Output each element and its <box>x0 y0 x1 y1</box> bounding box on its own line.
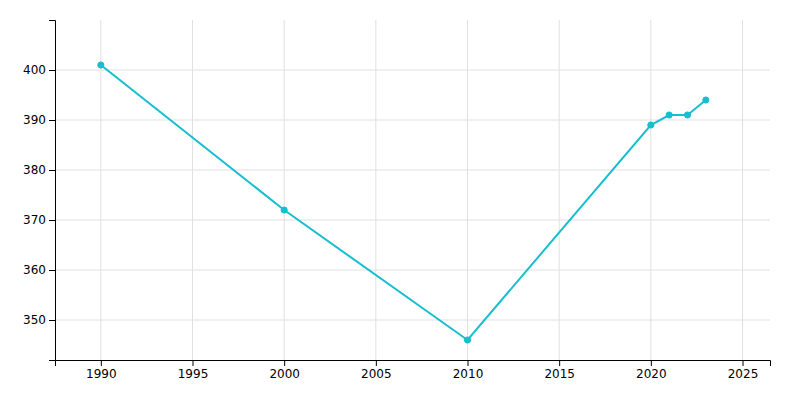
point <box>684 112 690 118</box>
x-tick-mark <box>376 360 377 366</box>
y-axis: 350 360 370 380 390 400 <box>23 21 55 361</box>
point <box>648 122 654 128</box>
x-grid-line <box>375 20 376 360</box>
x-tick: 1995 <box>178 360 209 381</box>
x-tick-label: 1990 <box>86 367 117 381</box>
line <box>101 65 706 340</box>
x-tick: 2025 <box>728 360 759 381</box>
y-tick: 350 <box>23 313 55 327</box>
x-grid-line <box>284 20 285 360</box>
point <box>703 97 709 103</box>
x-grid-line <box>100 20 101 360</box>
y-tick-label: 390 <box>23 113 46 127</box>
x-grid-line <box>559 20 560 360</box>
x-tick: 2005 <box>361 360 392 381</box>
y-tick: 360 <box>23 263 55 277</box>
y-tick-mark <box>49 270 55 271</box>
y-tick-mark <box>49 320 55 321</box>
marks <box>98 62 709 343</box>
x-tick-mark <box>284 360 285 366</box>
plot-area: 1990 1995 2000 2005 2010 2015 2020 2025 350 360 37… <box>23 20 770 381</box>
x-tick-label: 2000 <box>269 367 300 381</box>
y-tick: 400 <box>23 63 55 77</box>
x-tick: 1990 <box>86 360 117 381</box>
y-tick-label: 400 <box>23 63 46 77</box>
point <box>666 112 672 118</box>
chart: 1990 1995 2000 2005 2010 2015 2020 2025 350 360 37… <box>0 0 800 400</box>
x-grid-line <box>192 20 193 360</box>
y-grid-line <box>55 170 770 171</box>
y-grid-line <box>55 270 770 271</box>
point <box>464 337 470 343</box>
x-tick-label: 1995 <box>178 367 209 381</box>
x-tick-mark <box>559 360 560 366</box>
y-tick: 390 <box>23 113 55 127</box>
x-tick: 2000 <box>269 360 300 381</box>
x-tick-mark <box>193 360 194 366</box>
y-tick-mark <box>49 120 55 121</box>
y-tick-mark <box>49 220 55 221</box>
y-grid-line <box>55 70 770 71</box>
x-tick-label: 2010 <box>453 367 484 381</box>
y-tick-label: 370 <box>23 213 46 227</box>
y-grid-line <box>55 320 770 321</box>
x-tick-label: 2005 <box>361 367 392 381</box>
x-grid-line <box>650 20 651 360</box>
x-tick-mark <box>468 360 469 366</box>
x-grid-line <box>467 20 468 360</box>
y-axis-line <box>49 21 56 361</box>
x-axis-line <box>56 361 771 367</box>
y-grid-line <box>55 120 770 121</box>
y-tick-label: 350 <box>23 313 46 327</box>
point <box>281 207 287 213</box>
x-tick-label: 2015 <box>544 367 575 381</box>
x-tick-label: 2020 <box>636 367 667 381</box>
x-tick: 2015 <box>544 360 575 381</box>
y-tick-label: 380 <box>23 163 46 177</box>
y-tick: 380 <box>23 163 55 177</box>
grid <box>55 20 770 360</box>
x-tick-label: 2025 <box>728 367 759 381</box>
y-tick-mark <box>49 170 55 171</box>
y-tick-label: 360 <box>23 263 46 277</box>
point <box>98 62 104 68</box>
x-tick: 2020 <box>636 360 667 381</box>
x-grid-line <box>742 20 743 360</box>
x-tick-mark <box>743 360 744 366</box>
y-tick: 370 <box>23 213 55 227</box>
x-tick-mark <box>651 360 652 366</box>
y-tick-mark <box>49 70 55 71</box>
y-grid-line <box>55 220 770 221</box>
x-tick: 2010 <box>453 360 484 381</box>
x-tick-mark <box>101 360 102 366</box>
x-axis: 1990 1995 2000 2005 2010 2015 2020 2025 <box>56 360 771 381</box>
